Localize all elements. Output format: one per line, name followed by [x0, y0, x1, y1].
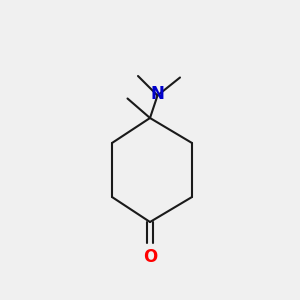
Text: O: O: [143, 248, 157, 266]
Text: N: N: [151, 85, 164, 103]
